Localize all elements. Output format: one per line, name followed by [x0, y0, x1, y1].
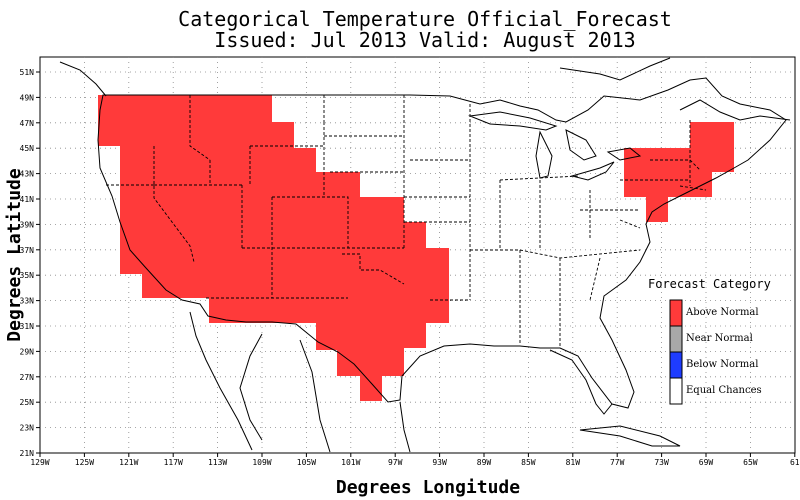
x-tick-label: 77W [610, 458, 625, 467]
x-tick-label: 129W [30, 458, 49, 467]
us-outline [97, 77, 787, 409]
x-tick-label: 125W [75, 458, 94, 467]
canada-coast [59, 57, 791, 121]
mexico-coast [189, 311, 411, 453]
x-axis-label: Degrees Longitude [336, 477, 520, 498]
x-tick-label: 109W [252, 458, 271, 467]
x-tick-label: 69W [699, 458, 714, 467]
legend-title: Forecast Category [648, 277, 771, 291]
y-tick-label: 47N [20, 119, 35, 128]
great-lakes [468, 111, 642, 181]
legend-swatch [669, 377, 683, 405]
state-lines-west [106, 95, 405, 299]
x-tick-label: 121W [119, 458, 138, 467]
x-tick-label: 117W [164, 458, 183, 467]
y-tick-label: 31N [20, 322, 35, 331]
y-tick-label: 49N [20, 93, 35, 102]
y-axis-label: Degrees Latitude [4, 168, 25, 342]
y-tick-label: 25N [20, 398, 35, 407]
y-tick-label: 51N [20, 68, 35, 77]
x-tick-label: 93W [432, 458, 447, 467]
legend-label: Below Normal [686, 359, 758, 370]
x-tick-labels: 129W 125W 121W 117W 113W 109W 105W 101W 97W 93W 89… [30, 453, 800, 467]
above-normal-northeast [624, 122, 734, 222]
y-tick-label: 45N [20, 144, 35, 153]
y-tick-label: 35N [20, 271, 35, 280]
state-lines-east [620, 120, 707, 191]
y-tick-label: 21N [20, 449, 35, 458]
x-tick-label: 85W [521, 458, 536, 467]
x-tick-label: 65W [743, 458, 758, 467]
legend-label: Near Normal [686, 333, 753, 344]
y-tick-label: 29N [20, 347, 35, 356]
cuba [579, 425, 681, 447]
legend-swatch [669, 351, 683, 379]
x-tick-label: 73W [654, 458, 669, 467]
x-tick-label: 101W [341, 458, 360, 467]
y-tick-label: 33N [20, 297, 35, 306]
x-tick-label: 97W [388, 458, 403, 467]
florida-peninsula [549, 349, 613, 415]
y-tick-label: 41N [20, 195, 35, 204]
x-tick-label: 105W [297, 458, 316, 467]
x-tick-label: 61 [790, 458, 800, 467]
legend-swatch [669, 325, 683, 353]
x-tick-label: 89W [477, 458, 492, 467]
y-tick-labels: 21N 23N 25N 27N 29N 31N 33N 35N 37N 39N 41N 43N 45N 4… [20, 68, 40, 458]
y-tick-label: 27N [20, 373, 35, 382]
x-tick-label: 113W [208, 458, 227, 467]
y-tick-label: 39N [20, 220, 35, 229]
map-title-line1: Categorical Temperature Official_Forecas… [178, 7, 672, 31]
y-tick-label: 43N [20, 170, 35, 179]
legend: Forecast Category Above Normal Near Norma… [648, 277, 771, 405]
state-borders [106, 95, 707, 348]
x-tick-label: 81W [566, 458, 581, 467]
coastline-and-borders [59, 57, 791, 453]
legend-swatch [669, 299, 683, 327]
state-lines-central [404, 104, 641, 348]
legend-label: Equal Chances [686, 385, 762, 396]
y-tick-label: 37N [20, 246, 35, 255]
y-tick-label: 23N [20, 424, 35, 433]
legend-label: Above Normal [685, 307, 759, 318]
map-title-line2: Issued: Jul 2013 Valid: August 2013 [214, 28, 635, 52]
